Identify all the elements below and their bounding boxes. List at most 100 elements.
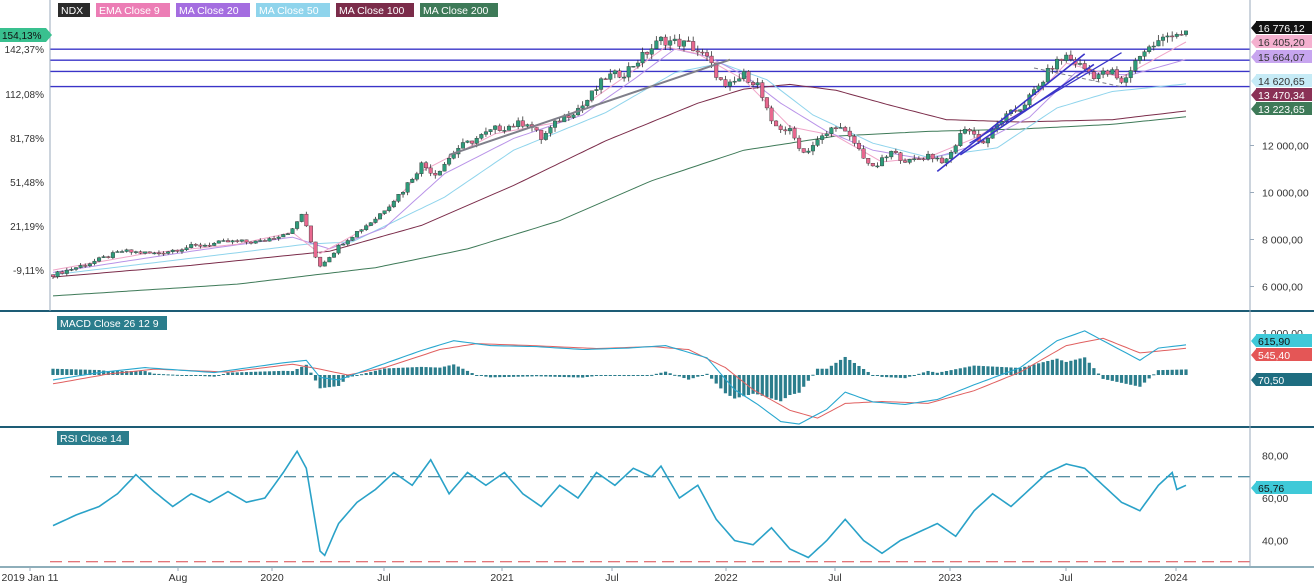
candle-body xyxy=(166,251,171,254)
macd-histogram-bar xyxy=(691,375,695,379)
candle-body xyxy=(594,89,599,92)
macd-histogram-bar xyxy=(843,356,847,375)
candle-body xyxy=(930,153,935,160)
macd-histogram-bar xyxy=(990,366,995,375)
candle-body xyxy=(958,133,963,146)
macd-histogram-bar xyxy=(254,371,258,375)
candle-body xyxy=(1174,34,1179,37)
candle-body xyxy=(520,120,525,127)
candle-body xyxy=(967,129,972,132)
macd-histogram-bar xyxy=(723,375,728,394)
x-tick-label: Jul xyxy=(1059,572,1072,584)
macd-histogram-bar xyxy=(1083,357,1087,375)
macd-histogram-bar xyxy=(79,369,83,375)
candle-body xyxy=(525,124,530,127)
macd-histogram-bar xyxy=(1096,373,1101,375)
candle-body xyxy=(428,167,433,174)
macd-histogram-bar xyxy=(1032,364,1036,375)
macd-histogram-bar xyxy=(1110,375,1114,381)
candle-body xyxy=(442,163,447,172)
legend-item-label: EMA Close 9 xyxy=(99,5,160,17)
candle-body xyxy=(253,240,258,244)
macd-histogram-bar xyxy=(733,375,737,399)
candle-body xyxy=(870,163,875,167)
macd-histogram-bar xyxy=(792,375,797,394)
macd-last-arrow xyxy=(1251,349,1256,361)
macd-histogram-bar xyxy=(396,367,401,375)
candle-body xyxy=(884,156,889,159)
candle-body xyxy=(212,243,217,246)
macd-histogram-bar xyxy=(562,375,566,378)
pct-tick-label: 51,48% xyxy=(10,178,44,189)
macd-histogram-bar xyxy=(69,369,74,375)
macd-histogram-bar xyxy=(1087,362,1091,375)
legend-item-bg xyxy=(256,3,330,17)
macd-histogram-bar xyxy=(383,368,387,375)
macd-histogram-bar xyxy=(355,375,359,376)
pct-tick-label: 81,78% xyxy=(10,134,44,145)
rsi-title: RSI Close 14 xyxy=(60,433,122,445)
macd-histogram-bar xyxy=(668,373,672,375)
channel-line-upper xyxy=(936,53,1086,172)
macd-histogram-bar xyxy=(323,375,327,388)
macd-histogram-bar xyxy=(788,375,792,395)
candle-body xyxy=(880,157,885,167)
macd-histogram-bar xyxy=(737,375,741,398)
candle-body xyxy=(216,240,221,244)
legend-item-label: MA Close 200 xyxy=(423,5,489,17)
candle-body xyxy=(267,238,272,242)
last-value-arrow xyxy=(1251,36,1256,48)
candle-body xyxy=(898,152,903,161)
macd-histogram-bar xyxy=(829,365,833,375)
candle-body xyxy=(156,252,161,255)
x-tick-label: 2019 Jan 11 xyxy=(1,572,58,584)
macd-histogram-bar xyxy=(171,374,175,376)
macd-histogram-bar xyxy=(894,375,898,378)
macd-histogram-bar xyxy=(797,375,801,393)
candle-body xyxy=(313,241,318,258)
candle-body xyxy=(479,134,484,139)
candle-body xyxy=(299,213,304,222)
candle-body xyxy=(723,79,728,87)
candle-body xyxy=(276,236,281,239)
candle-body xyxy=(110,252,115,258)
candle-body xyxy=(382,210,387,214)
candle-body xyxy=(1124,77,1129,83)
ma20-line xyxy=(52,48,1187,273)
macd-histogram-bar xyxy=(967,366,972,375)
last-value-badge xyxy=(1256,74,1312,87)
macd-histogram-bar xyxy=(1041,362,1045,375)
macd-histogram-bar xyxy=(525,375,529,377)
candle-body xyxy=(1179,34,1184,36)
candle-body xyxy=(622,76,627,79)
candle-body xyxy=(465,140,470,143)
macd-histogram-bar xyxy=(636,375,640,376)
candle-body xyxy=(903,160,908,163)
candle-body xyxy=(1050,68,1055,70)
last-value-badge xyxy=(1256,50,1312,63)
macd-histogram-bar xyxy=(433,367,437,375)
candle-body xyxy=(1165,35,1170,38)
candle-body xyxy=(732,80,737,83)
last-value-label: 13 223,65 xyxy=(1258,104,1305,116)
candle-body xyxy=(755,82,760,86)
candle-body xyxy=(557,120,562,123)
macd-histogram-bar xyxy=(60,368,64,375)
candle-body xyxy=(866,158,871,164)
macd-histogram-bar xyxy=(581,375,585,378)
macd-histogram-bar xyxy=(677,375,681,377)
candle-body xyxy=(856,142,861,149)
candle-body xyxy=(649,48,654,55)
macd-histogram-bar xyxy=(249,371,253,375)
candle-body xyxy=(893,150,898,153)
macd-histogram-bar xyxy=(88,369,92,375)
macd-histogram-bar xyxy=(318,375,322,389)
candle-body xyxy=(447,158,452,165)
candle-body xyxy=(571,114,576,118)
last-value-label: 14 620,65 xyxy=(1258,76,1305,88)
candle-body xyxy=(944,158,949,164)
candle-body xyxy=(470,140,475,144)
candle-body xyxy=(926,153,931,160)
macd-histogram-bar xyxy=(295,368,299,375)
